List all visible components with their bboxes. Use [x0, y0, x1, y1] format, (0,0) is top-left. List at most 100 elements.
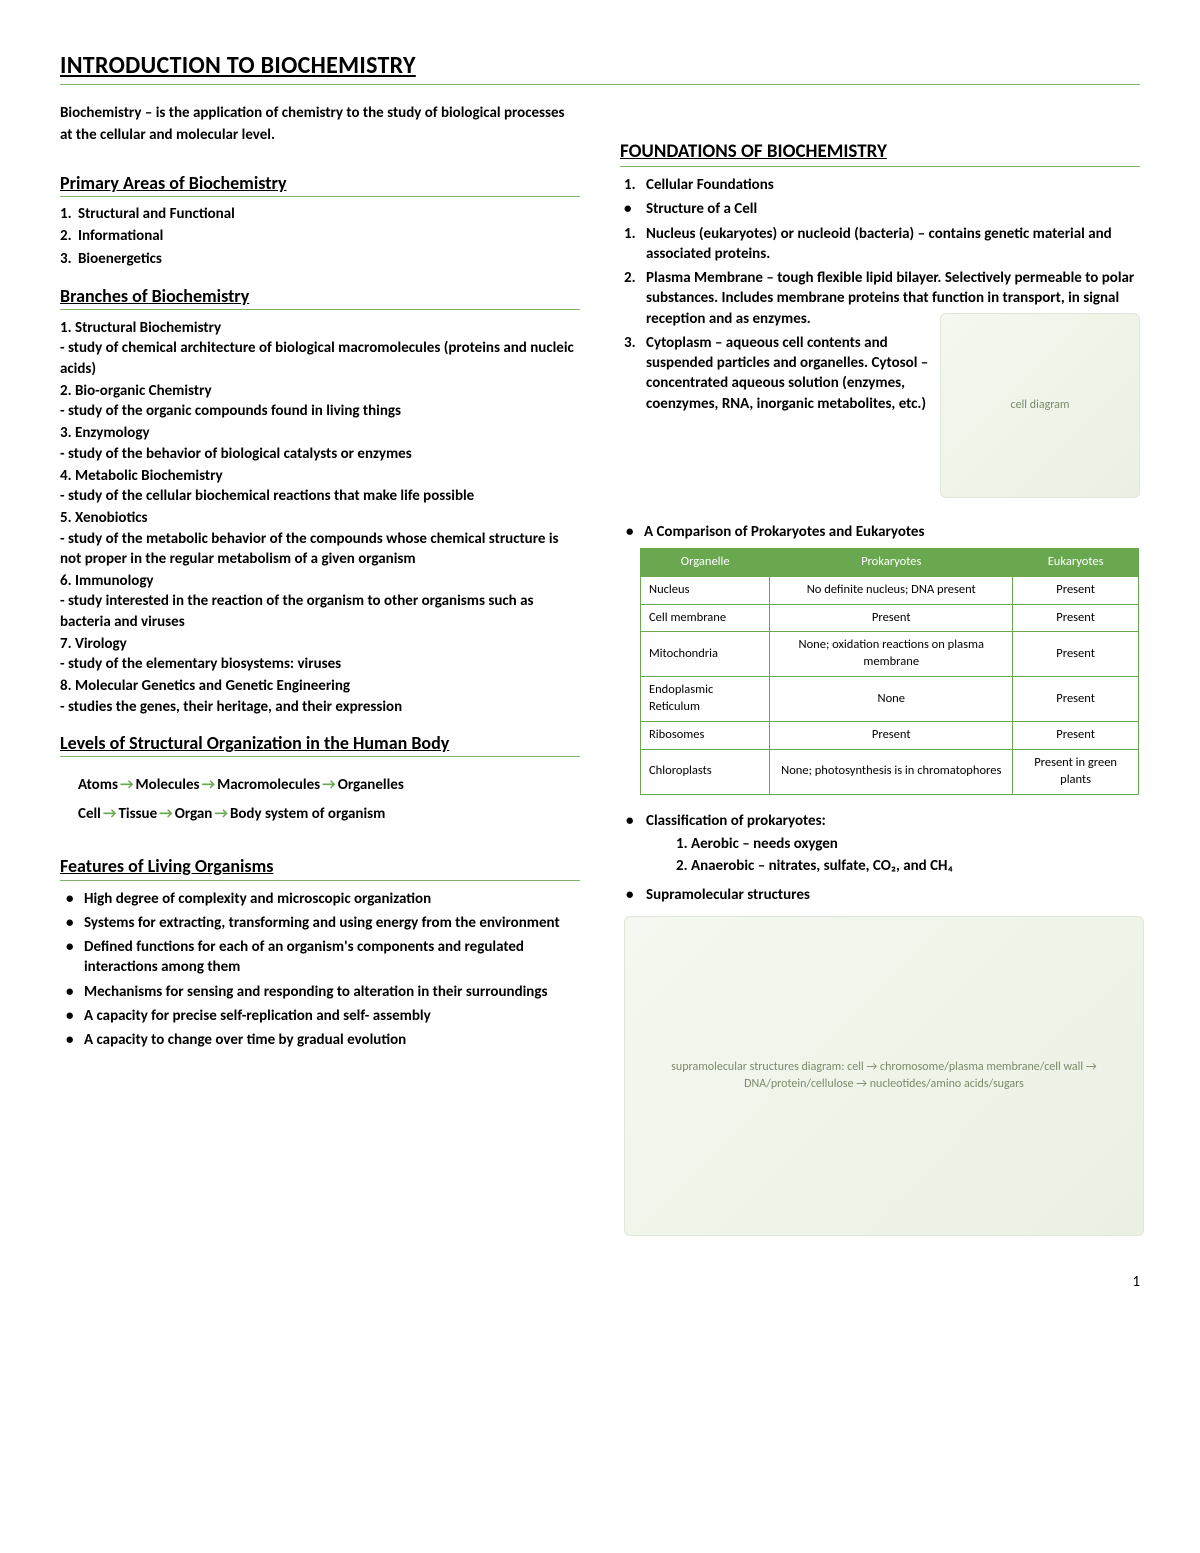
- branch-desc: - study of the behavior of biological ca…: [60, 444, 580, 464]
- table-cell: Ribosomes: [641, 721, 770, 749]
- table-cell: None; photosynthesis is in chromatophore…: [770, 749, 1013, 794]
- branch-title: 7. Virology: [60, 632, 580, 654]
- list-item-label: Structural and Functional: [78, 205, 235, 223]
- arrow-icon: →: [202, 771, 216, 800]
- arrow-icon: →: [214, 800, 228, 829]
- flow-row: Atoms→Molecules→Macromolecules→Organelle…: [78, 771, 580, 800]
- flow-node: Atoms: [78, 776, 118, 794]
- table-cell: Present: [1013, 677, 1139, 722]
- list-item: Systems for extracting, transforming and…: [60, 911, 580, 935]
- branch-desc: - study of the metabolic behavior of the…: [60, 529, 580, 570]
- table-cell: Cell membrane: [641, 604, 770, 632]
- branch-title: 4. Metabolic Biochemistry: [60, 464, 580, 486]
- flow-node: Organ: [175, 805, 213, 823]
- right-column: FOUNDATIONS OF BIOCHEMISTRY 1.Cellular F…: [620, 103, 1140, 1235]
- list-item: 1.Nucleus (eukaryotes) or nucleoid (bact…: [620, 222, 1140, 267]
- flow-node: Macromolecules: [217, 776, 320, 794]
- primary-areas-list: 1.Structural and Functional 2.Informatio…: [60, 203, 580, 270]
- branch-title: 8. Molecular Genetics and Genetic Engine…: [60, 674, 580, 696]
- list-item: 2. Anaerobic – nitrates, sulfate, CO₂, a…: [676, 855, 1140, 877]
- features-list: High degree of complexity and microscopi…: [60, 887, 580, 1053]
- branch-desc: - study of the organic compounds found i…: [60, 401, 580, 421]
- comparison-heading: A Comparison of Prokaryotes and Eukaryot…: [620, 504, 1140, 548]
- flow-node: Organelles: [338, 776, 404, 794]
- branch-desc: - studies the genes, their heritage, and…: [60, 697, 580, 717]
- table-cell: Mitochondria: [641, 632, 770, 677]
- table-row: RibosomesPresentPresent: [641, 721, 1139, 749]
- arrow-icon: →: [120, 771, 134, 800]
- table-header-row: OrganelleProkaryotesEukaryotes: [641, 548, 1139, 576]
- table-cell: Present: [1013, 721, 1139, 749]
- section-rule: [60, 756, 580, 757]
- table-cell: Present: [1013, 576, 1139, 604]
- section-rule: [620, 166, 1140, 167]
- list-item: 1.Cellular Foundations: [620, 173, 1140, 197]
- page-number: 1: [60, 1272, 1140, 1292]
- table-cell: Present: [770, 604, 1013, 632]
- branch-desc: - study of the cellular biochemical reac…: [60, 486, 580, 506]
- section-rule: [60, 196, 580, 197]
- table-cell: Present: [1013, 632, 1139, 677]
- list-item: 1. Aerobic – needs oxygen: [676, 833, 1140, 855]
- levels-flow: Atoms→Molecules→Macromolecules→Organelle…: [60, 763, 580, 842]
- table-cell: No definite nucleus; DNA present: [770, 576, 1013, 604]
- classification-list: Classification of prokaryotes: 1. Aerobi…: [620, 809, 1140, 908]
- branches-heading: Branches of Biochemistry: [60, 284, 580, 308]
- list-item: 2.Informational: [60, 225, 580, 247]
- branch-title: 6. Immunology: [60, 569, 580, 591]
- table-header-cell: Organelle: [641, 548, 770, 576]
- list-item-label: Informational: [78, 227, 163, 245]
- branch-title: 3. Enzymology: [60, 421, 580, 443]
- list-item: 1.Structural and Functional: [60, 203, 580, 225]
- flow-node: Tissue: [118, 805, 157, 823]
- list-item: 2. Plasma Membrane – tough flexible lipi…: [620, 266, 1140, 331]
- levels-heading: Levels of Structural Organization in the…: [60, 731, 580, 755]
- table-cell: Present in green plants: [1013, 749, 1139, 794]
- table-cell: Present: [1013, 604, 1139, 632]
- branch-desc: - study of the elementary biosystems: vi…: [60, 654, 580, 674]
- branches-list: 1. Structural Biochemistry- study of che…: [60, 316, 580, 717]
- list-item: Mechanisms for sensing and responding to…: [60, 980, 580, 1004]
- list-item: A capacity for precise self-replication …: [60, 1004, 580, 1028]
- list-item: Supramolecular structures: [620, 883, 1140, 907]
- branch-desc: - study of chemical architecture of biol…: [60, 338, 580, 379]
- flow-node: Molecules: [136, 776, 200, 794]
- flow-row: Cell→Tissue→Organ→Body system of organis…: [78, 800, 580, 829]
- table-cell: Endoplasmic Reticulum: [641, 677, 770, 722]
- table-header-cell: Prokaryotes: [770, 548, 1013, 576]
- flow-node: Cell: [78, 805, 101, 823]
- supramolecular-diagram-image: supramolecular structures diagram: cell …: [624, 916, 1144, 1236]
- foundations-list: 1.Cellular Foundations •Structure of a C…: [620, 173, 1140, 504]
- branch-title: 5. Xenobiotics: [60, 506, 580, 528]
- list-item: 3.Cytoplasm – aqueous cell contents and …: [620, 331, 1140, 416]
- left-column: Biochemistry – is the application of che…: [60, 103, 580, 1235]
- branch-title: 2. Bio-organic Chemistry: [60, 379, 580, 401]
- table-row: ChloroplastsNone; photosynthesis is in c…: [641, 749, 1139, 794]
- comparison-table: OrganelleProkaryotesEukaryotes NucleusNo…: [640, 548, 1139, 795]
- list-item: High degree of complexity and microscopi…: [60, 887, 580, 911]
- table-row: Endoplasmic ReticulumNonePresent: [641, 677, 1139, 722]
- table-cell: Nucleus: [641, 576, 770, 604]
- list-item: Classification of prokaryotes: 1. Aerobi…: [620, 809, 1140, 884]
- title-rule: [60, 84, 1140, 85]
- branch-title: 1. Structural Biochemistry: [60, 316, 580, 338]
- flow-node: Body system of organism: [230, 805, 385, 823]
- table-cell: None: [770, 677, 1013, 722]
- list-item: 3.Bioenergetics: [60, 248, 580, 270]
- list-item-label: Bioenergetics: [78, 250, 162, 268]
- table-cell: Present: [770, 721, 1013, 749]
- page-title: INTRODUCTION TO BIOCHEMISTRY: [60, 50, 1140, 82]
- arrow-icon: →: [103, 800, 117, 829]
- table-row: Cell membranePresentPresent: [641, 604, 1139, 632]
- arrow-icon: →: [322, 771, 336, 800]
- list-item: •Structure of a Cell: [620, 197, 1140, 221]
- list-item: A capacity to change over time by gradua…: [60, 1028, 580, 1052]
- foundations-heading: FOUNDATIONS OF BIOCHEMISTRY: [620, 139, 1140, 165]
- section-rule: [60, 880, 580, 881]
- branch-desc: - study interested in the reaction of th…: [60, 591, 580, 632]
- table-row: MitochondriaNone; oxidation reactions on…: [641, 632, 1139, 677]
- list-item: Defined functions for each of an organis…: [60, 935, 580, 980]
- features-heading: Features of Living Organisms: [60, 854, 580, 878]
- primary-areas-heading: Primary Areas of Biochemistry: [60, 171, 580, 195]
- table-header-cell: Eukaryotes: [1013, 548, 1139, 576]
